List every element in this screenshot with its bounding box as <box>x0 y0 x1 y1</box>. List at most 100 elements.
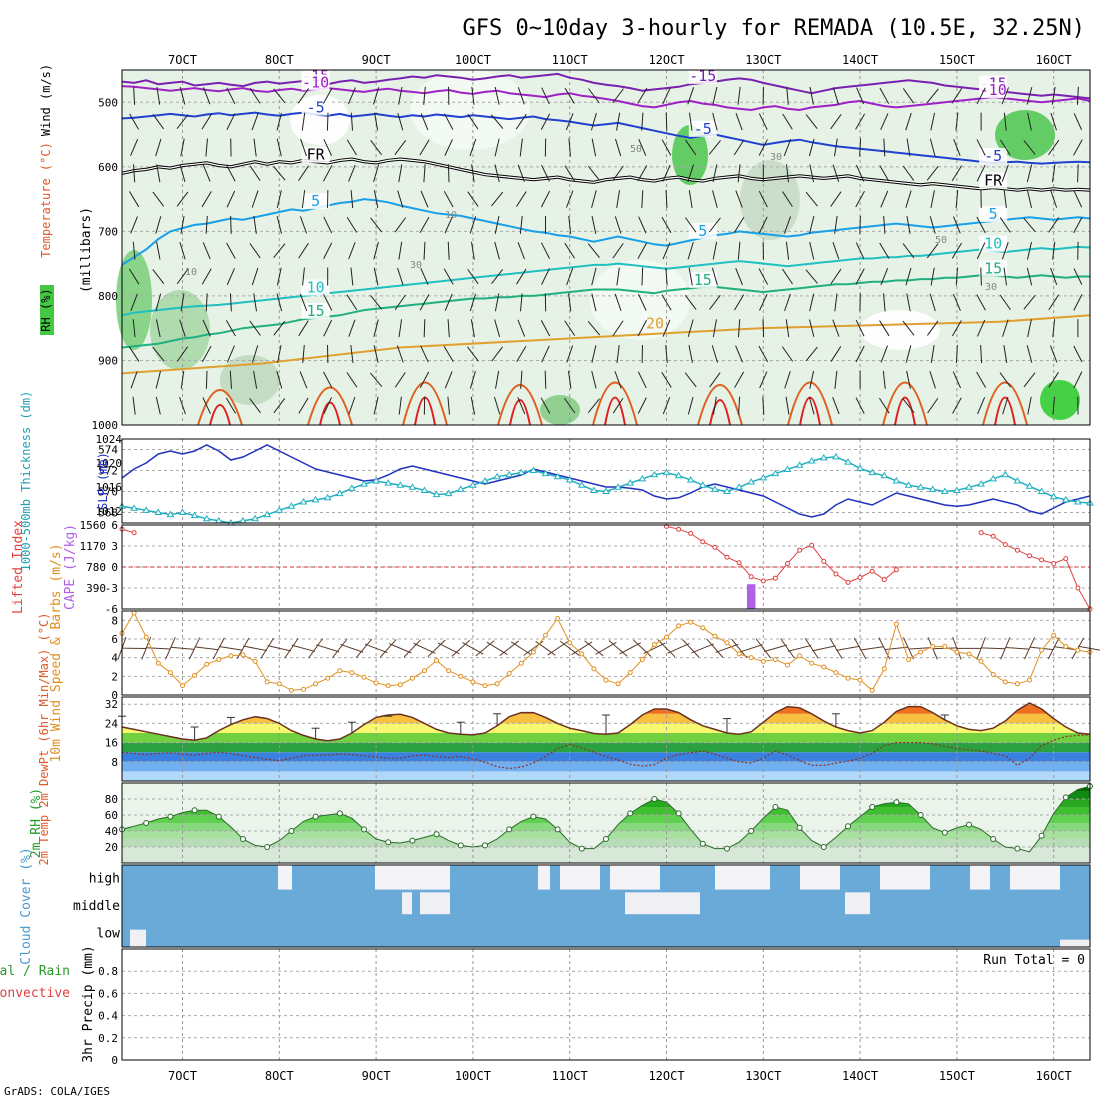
lifted-index-point <box>1051 561 1057 566</box>
wind-barb <box>855 164 865 182</box>
y-tick-label: 3 <box>111 540 118 553</box>
isotherm-label-bg <box>301 146 330 163</box>
isotherm-label-bg <box>979 235 1008 252</box>
wind-barb <box>176 114 189 130</box>
wind-barb <box>566 267 574 286</box>
rh-point <box>748 828 755 834</box>
surface-wind-barb <box>559 640 580 656</box>
wind-barb <box>612 397 624 414</box>
wind-barb <box>929 371 936 389</box>
wind-speed-point <box>591 666 597 672</box>
wind-speed-point <box>155 660 161 666</box>
wind-barb <box>373 267 379 286</box>
rh-shade-area <box>540 395 580 425</box>
wind-barb <box>712 112 718 131</box>
middle-cloud-block <box>402 892 412 915</box>
wind-barb <box>855 397 865 414</box>
thickness-point <box>311 495 320 503</box>
cape-tick-label: 390 <box>86 582 106 595</box>
wind-barb <box>444 113 454 130</box>
wind-speed-point <box>313 681 319 687</box>
isotherm-line <box>121 111 1091 165</box>
wind-barb <box>781 346 794 362</box>
wind-barb <box>783 138 792 157</box>
y-tick-label: 4 <box>111 652 118 665</box>
surface-wind-barb <box>379 639 397 658</box>
y-tick-label: 0.8 <box>98 965 118 978</box>
wind-barb <box>855 190 865 208</box>
wind-barb <box>566 190 574 208</box>
wind-barb <box>226 268 236 285</box>
isotherm-30-arc <box>709 399 731 426</box>
wind-barb <box>684 372 697 388</box>
thickness-point <box>456 485 465 492</box>
wind-barb <box>394 217 406 233</box>
wind-barb <box>758 268 768 285</box>
rh-point <box>312 813 319 820</box>
rh-point <box>385 839 392 846</box>
rh-point <box>990 836 997 842</box>
high-cloud-block <box>800 865 840 890</box>
wind-barb <box>540 320 551 337</box>
lifted-index-point <box>833 571 839 577</box>
wind-speed-point <box>216 657 222 663</box>
cape-tick-label: 1560 <box>80 519 107 532</box>
cloud-sky <box>122 865 1090 947</box>
wind-barb <box>905 345 912 363</box>
wind-barb <box>976 294 986 311</box>
wind-barb <box>394 139 407 155</box>
wind-barb <box>1073 345 1083 363</box>
wind-barb <box>905 190 912 208</box>
wind-barb <box>614 216 622 234</box>
wind-barb <box>467 191 479 207</box>
rh-point <box>482 842 488 849</box>
isotherm-label: -5 <box>694 120 712 138</box>
wind-barb <box>132 396 136 415</box>
thickness-point <box>432 490 441 498</box>
rh-axis-label: 2m RH (%) <box>29 788 44 858</box>
isotherm-30-arc <box>319 401 341 426</box>
wind-barb <box>1001 87 1009 105</box>
thickness-point <box>529 466 538 473</box>
wind-barb <box>883 215 886 234</box>
wind-barb <box>350 267 354 286</box>
top-date-label: 8OCT <box>265 53 294 67</box>
wind-barb <box>491 191 504 207</box>
wind-barb <box>591 345 597 363</box>
isotherm-label: 10 <box>307 279 325 297</box>
wind-speed-point <box>833 670 839 676</box>
y-tick-label: 574 <box>98 444 118 457</box>
rh-point <box>506 826 513 833</box>
rh-legend-swatch <box>40 285 54 335</box>
thickness-point <box>602 487 610 494</box>
wind-barb <box>323 165 333 182</box>
surface-wind-barb <box>608 640 628 657</box>
wind-barb <box>1026 345 1033 363</box>
isotherm-label: 15 <box>694 271 712 289</box>
top-date-label: 9OCT <box>362 53 391 67</box>
wind-barb <box>805 191 818 207</box>
temp-color-band <box>122 704 1090 714</box>
wind-barb <box>590 112 597 131</box>
wind-barb <box>494 164 500 183</box>
wind-barb <box>830 346 842 362</box>
rh-point <box>1014 845 1021 852</box>
surface-wind-barb <box>633 639 652 657</box>
thickness-point <box>517 468 526 476</box>
wind-barb <box>711 345 719 363</box>
wind-barb <box>685 139 697 156</box>
wind-barb <box>737 86 741 105</box>
isotherm-line <box>121 245 1091 317</box>
thickness-point <box>372 477 380 484</box>
wind-barb <box>926 243 939 259</box>
wind-speed-point <box>361 674 367 680</box>
wind-barb <box>614 371 622 389</box>
wind-barb <box>1003 267 1008 286</box>
isotherm-label: -5 <box>307 99 325 117</box>
right-tick-label: 1016 <box>96 481 123 494</box>
wind-barb <box>519 138 523 157</box>
wind-speed-point <box>881 666 887 672</box>
wind-barb <box>398 319 403 338</box>
wind-barb <box>734 294 745 311</box>
wind-barb <box>467 268 479 285</box>
